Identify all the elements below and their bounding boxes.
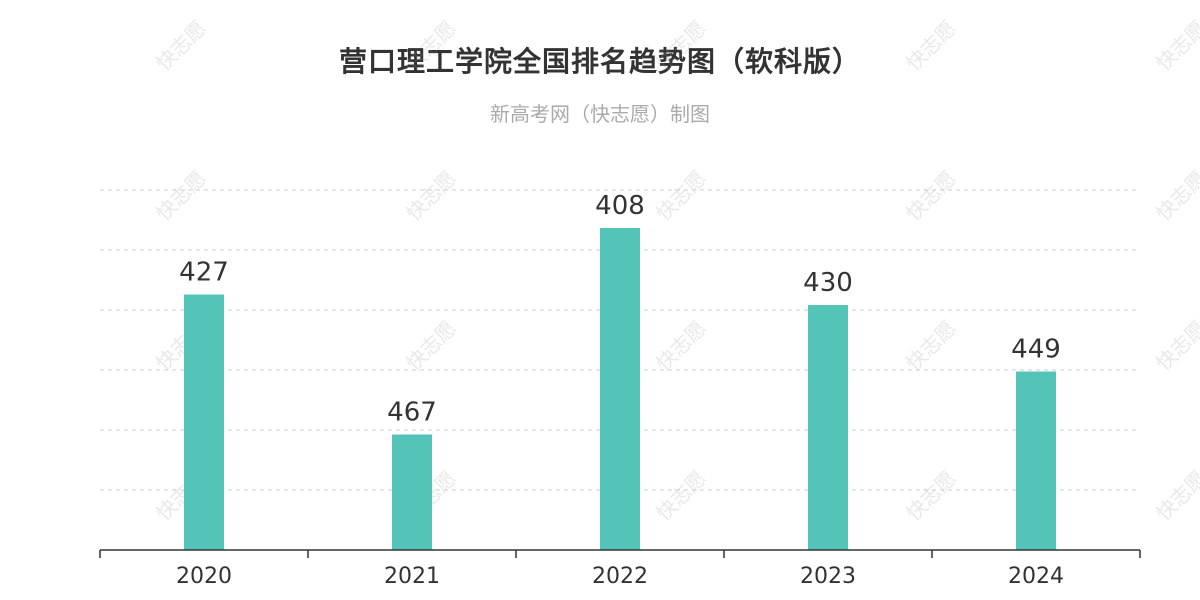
- x-tick-label: 2022: [592, 564, 648, 589]
- data-label: 427: [179, 258, 229, 288]
- x-tick-label: 2024: [1008, 564, 1064, 589]
- bar-2020: [184, 294, 224, 550]
- data-label: 430: [803, 268, 853, 298]
- data-label: 408: [595, 191, 645, 221]
- bar-2021: [392, 434, 432, 550]
- bar-2022: [600, 228, 640, 550]
- x-tick-label: 2021: [384, 564, 440, 589]
- chart-subtitle: 新高考网（快志愿）制图: [490, 102, 710, 126]
- x-axis: 2020 2021 2022 2023 2024: [99, 549, 1141, 589]
- x-tick-label: 2023: [800, 564, 856, 589]
- data-label: 449: [1011, 335, 1061, 365]
- data-labels: 427 467 408 430 449: [179, 191, 1061, 428]
- bar-2023: [808, 305, 848, 550]
- data-label: 467: [387, 398, 437, 428]
- x-tick-label: 2020: [176, 564, 232, 589]
- bar-2024: [1016, 371, 1056, 550]
- chart-title: 营口理工学院全国排名趋势图（软科版）: [338, 45, 861, 78]
- bars: [184, 228, 1056, 550]
